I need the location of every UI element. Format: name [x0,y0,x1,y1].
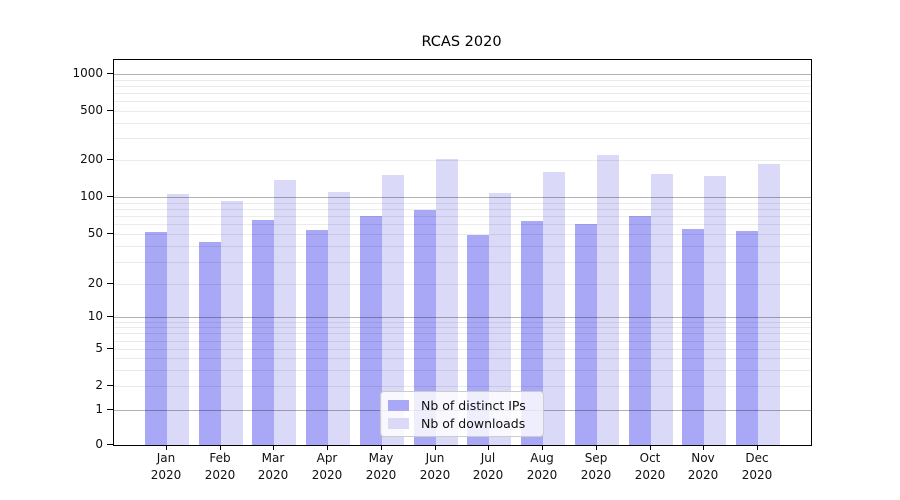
y-tick-label-50: 50 [87,226,103,240]
bar-nb-of-downloads-nov [704,176,727,445]
bar-nb-of-distinct-ips-mar [252,220,275,445]
x-tick-label-sep: Sep 2020 [580,451,612,482]
x-tick-label-mar: Mar 2020 [257,451,289,482]
bar-nb-of-distinct-ips-sep [574,224,597,445]
x-tick-mark-may [381,446,382,450]
bar-nb-of-distinct-ips-may [359,216,382,445]
bar-nb-of-distinct-ips-dec [735,230,758,445]
x-tick-mark-mar [273,446,274,450]
x-tick-mark-nov [703,446,704,450]
x-tick-label-jun: Jun 2020 [419,451,451,482]
bar-nb-of-distinct-ips-oct [628,216,651,445]
y-tick-label-20: 20 [87,276,103,290]
y-tick-label-1: 1 [95,402,103,416]
y-tick-mark-20 [107,283,113,284]
x-tick-label-feb: Feb 2020 [204,451,236,482]
plot-area [113,59,812,446]
y-tick-label-100: 100 [80,189,103,203]
bar-nb-of-downloads-jul [489,192,512,445]
y-tick-mark-0 [107,444,113,445]
x-tick-label-jul: Jul 2020 [472,451,504,482]
y-tick-mark-5 [107,348,113,349]
legend-row-distinct-ips: Nb of distinct IPs [388,397,536,414]
x-tick-mark-oct [650,446,651,450]
y-tick-label-0: 0 [95,437,103,451]
y-tick-label-10: 10 [87,309,103,323]
x-tick-label-jan: Jan 2020 [150,451,182,482]
legend-label-distinct-ips: Nb of distinct IPs [421,398,526,413]
x-tick-label-may: May 2020 [365,451,397,482]
bar-nb-of-distinct-ips-jun [413,210,436,445]
bar-nb-of-downloads-oct [650,173,673,445]
bar-nb-of-downloads-dec [757,164,780,445]
x-tick-label-oct: Oct 2020 [634,451,666,482]
legend: Nb of distinct IPs Nb of downloads [380,391,544,437]
y-tick-mark-1000 [107,73,113,74]
legend-swatch-distinct-ips [388,400,409,411]
bar-nb-of-distinct-ips-feb [198,242,221,445]
bars-layer [114,60,811,445]
bar-nb-of-downloads-sep [596,154,619,445]
bar-nb-of-distinct-ips-aug [521,220,544,445]
x-tick-label-nov: Nov 2020 [687,451,719,482]
bar-nb-of-downloads-may [381,175,404,445]
y-tick-mark-100 [107,196,113,197]
y-tick-label-500: 500 [80,103,103,117]
x-tick-mark-sep [596,446,597,450]
bar-nb-of-downloads-mar [274,179,297,445]
bar-nb-of-downloads-jan [167,194,189,445]
x-tick-mark-aug [542,446,543,450]
y-tick-mark-10 [107,316,113,317]
x-tick-label-aug: Aug 2020 [526,451,558,482]
chart-title: RCAS 2020 [421,34,502,50]
legend-swatch-downloads [388,418,409,429]
y-tick-mark-1 [107,409,113,410]
legend-row-downloads: Nb of downloads [388,415,536,432]
bar-nb-of-distinct-ips-jan [145,231,167,445]
x-tick-mark-jul [488,446,489,450]
y-tick-mark-2 [107,385,113,386]
x-tick-mark-jun [435,446,436,450]
y-tick-label-5: 5 [95,341,103,355]
bar-nb-of-downloads-jun [435,158,458,445]
y-tick-label-200: 200 [80,152,103,166]
x-tick-mark-jan [166,446,167,450]
bar-nb-of-distinct-ips-nov [682,228,705,445]
x-tick-mark-feb [220,446,221,450]
bar-nb-of-downloads-apr [328,191,351,445]
legend-label-downloads: Nb of downloads [421,416,526,431]
y-tick-label-1000: 1000 [72,66,103,80]
y-tick-mark-50 [107,233,113,234]
y-tick-label-2: 2 [95,378,103,392]
y-tick-mark-500 [107,110,113,111]
x-tick-mark-apr [327,446,328,450]
y-tick-mark-200 [107,159,113,160]
x-tick-mark-dec [757,446,758,450]
x-tick-label-apr: Apr 2020 [311,451,343,482]
bar-nb-of-distinct-ips-apr [306,229,329,445]
bar-nb-of-downloads-feb [220,201,243,445]
bar-nb-of-downloads-aug [543,171,566,445]
x-tick-label-dec: Dec 2020 [741,451,773,482]
